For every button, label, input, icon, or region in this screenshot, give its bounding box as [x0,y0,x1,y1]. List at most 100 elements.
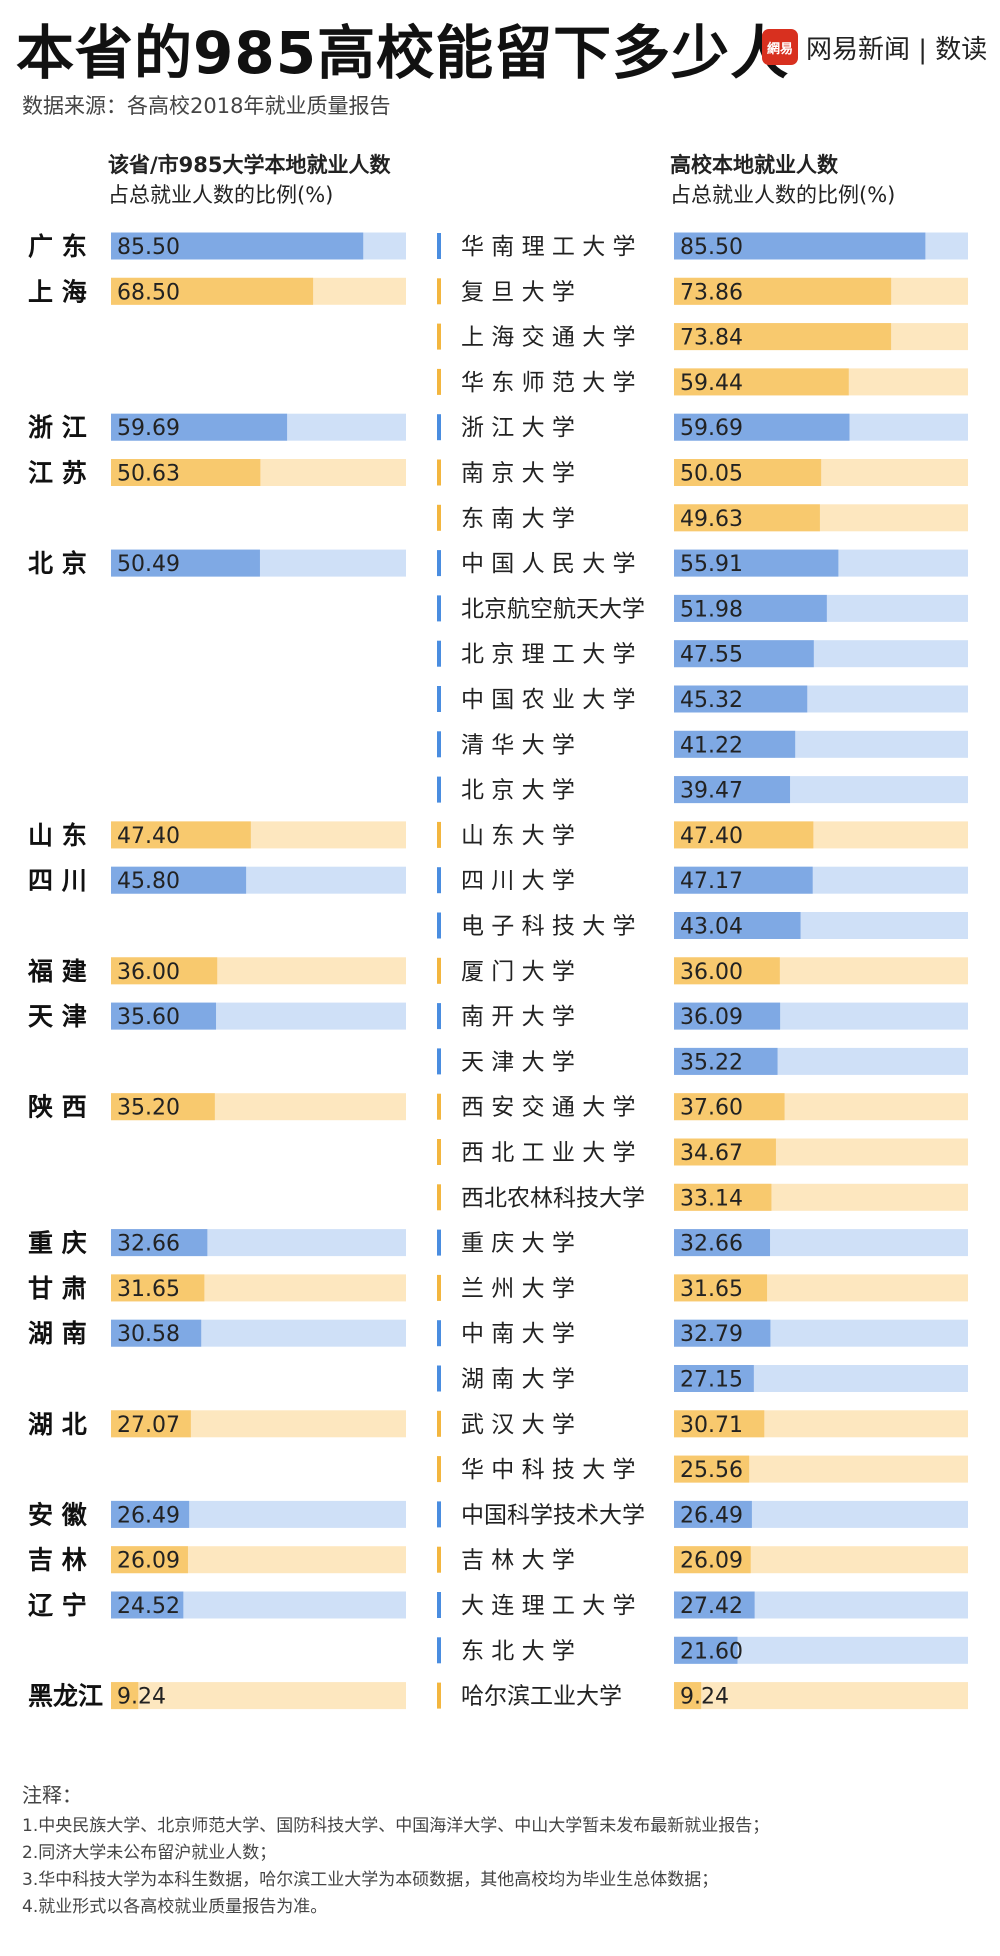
university-label: 电 子 科 技 大 学 [461,914,636,940]
university-value-label: 32.66 [680,1232,743,1257]
university-bar [674,1274,768,1302]
university-bar [674,1319,771,1347]
right-header-line2: 占总就业人数的比例(%) [670,183,896,207]
university-label: 中国科学技术大学 [461,1502,645,1528]
province-value-label: 45.80 [117,869,180,894]
province-label: 湖 南 [28,1319,87,1348]
province-value-label: 68.50 [117,280,180,305]
province-value-label: 35.20 [117,1096,180,1121]
note-item: 4.就业形式以各高校就业质量报告为准。 [22,1897,328,1917]
note-item: 3.华中科技大学为本科生数据，哈尔滨工业大学为本硕数据，其他高校均为毕业生总体数… [22,1870,719,1890]
university-marker [437,686,441,712]
university-label: 湖 南 大 学 [461,1367,575,1393]
university-value-label: 9.24 [680,1685,729,1710]
university-label: 西 北 工 业 大 学 [461,1140,636,1166]
province-label: 陕 西 [28,1093,87,1122]
university-marker [437,640,441,667]
university-label: 兰 州 大 学 [461,1276,575,1302]
university-label: 天 津 大 学 [461,1049,575,1075]
university-value-label: 21.60 [680,1639,743,1664]
university-label: 武 汉 大 学 [461,1412,575,1438]
province-track [111,1682,406,1710]
university-marker [437,1410,441,1437]
university-marker [437,1093,441,1120]
province-bar [111,549,260,577]
university-bar [674,277,892,305]
university-value-label: 47.55 [680,643,743,668]
university-value-label: 30.71 [680,1413,743,1438]
university-label: 东 南 大 学 [461,506,575,532]
university-marker [437,459,441,486]
netease-logo-icon: 網易 [762,29,798,65]
university-label: 重 庆 大 学 [461,1231,575,1257]
province-label: 吉 林 [28,1546,87,1575]
province-label: 上 海 [28,277,87,306]
university-bar [674,685,808,713]
university-bar [674,1455,750,1483]
province-label: 湖 北 [28,1410,87,1439]
province-value-label: 24.52 [117,1594,180,1619]
university-label: 大 连 理 工 大 学 [461,1593,636,1619]
university-label: 北 京 大 学 [461,778,575,804]
university-value-label: 37.60 [680,1096,743,1121]
province-bar [111,866,247,894]
university-marker [437,1456,441,1483]
university-label: 上 海 交 通 大 学 [461,325,636,351]
province-label: 重 庆 [28,1229,87,1258]
university-label: 复 旦 大 学 [461,279,575,305]
university-marker [437,912,441,939]
university-label: 浙 江 大 学 [461,415,575,441]
province-bar [111,232,364,260]
right-header-line1: 高校本地就业人数 [670,153,838,177]
university-bar [674,1138,776,1166]
province-label: 广 东 [28,232,87,261]
university-label: 清 华 大 学 [461,732,575,758]
notes-title: 注释： [22,1783,82,1807]
university-label: 东 北 大 学 [461,1638,575,1664]
province-label: 山 东 [28,821,87,850]
university-marker [437,1320,441,1347]
university-value-label: 27.42 [680,1594,743,1619]
province-label: 安 徽 [28,1500,88,1529]
university-label: 山 东 大 学 [461,823,575,849]
province-bar [111,1682,139,1710]
province-label: 天 津 [28,1002,87,1031]
university-label: 四 川 大 学 [461,868,575,894]
university-value-label: 32.79 [680,1322,743,1347]
province-label: 甘 肃 [28,1274,87,1303]
university-bar [674,1183,772,1211]
university-label: 北 京 理 工 大 学 [461,642,636,668]
university-marker [437,1682,441,1709]
university-marker [437,1139,441,1165]
university-value-label: 59.69 [680,416,743,441]
university-marker [437,957,441,984]
province-value-label: 36.00 [117,960,180,985]
university-bar [674,1500,752,1528]
university-bar [674,866,813,894]
province-bar [111,957,218,985]
data-source: 数据来源：各高校2018年就业质量报告 [22,94,391,118]
province-bar [111,413,288,441]
university-marker [437,867,441,894]
university-marker [437,323,441,350]
university-value-label: 26.09 [680,1549,743,1574]
province-value-label: 35.60 [117,1005,180,1030]
university-bar [674,1093,785,1121]
province-bar [111,1093,215,1121]
university-label: 吉 林 大 学 [461,1548,575,1574]
province-label: 浙 江 [28,413,87,442]
university-value-label: 50.05 [680,462,743,487]
university-value-label: 36.00 [680,960,743,985]
university-bar [674,1047,778,1075]
university-marker [437,1365,441,1392]
university-bar [674,232,926,260]
university-bar [674,368,849,396]
province-value-label: 47.40 [117,824,180,849]
university-bar [674,549,839,577]
province-bar [111,1229,208,1257]
university-marker [437,1637,441,1664]
university-value-label: 36.09 [680,1005,743,1030]
left-header-line1: 该省/市985大学本地就业人数 [108,153,391,177]
university-marker [437,1501,441,1528]
university-bar [674,730,796,758]
